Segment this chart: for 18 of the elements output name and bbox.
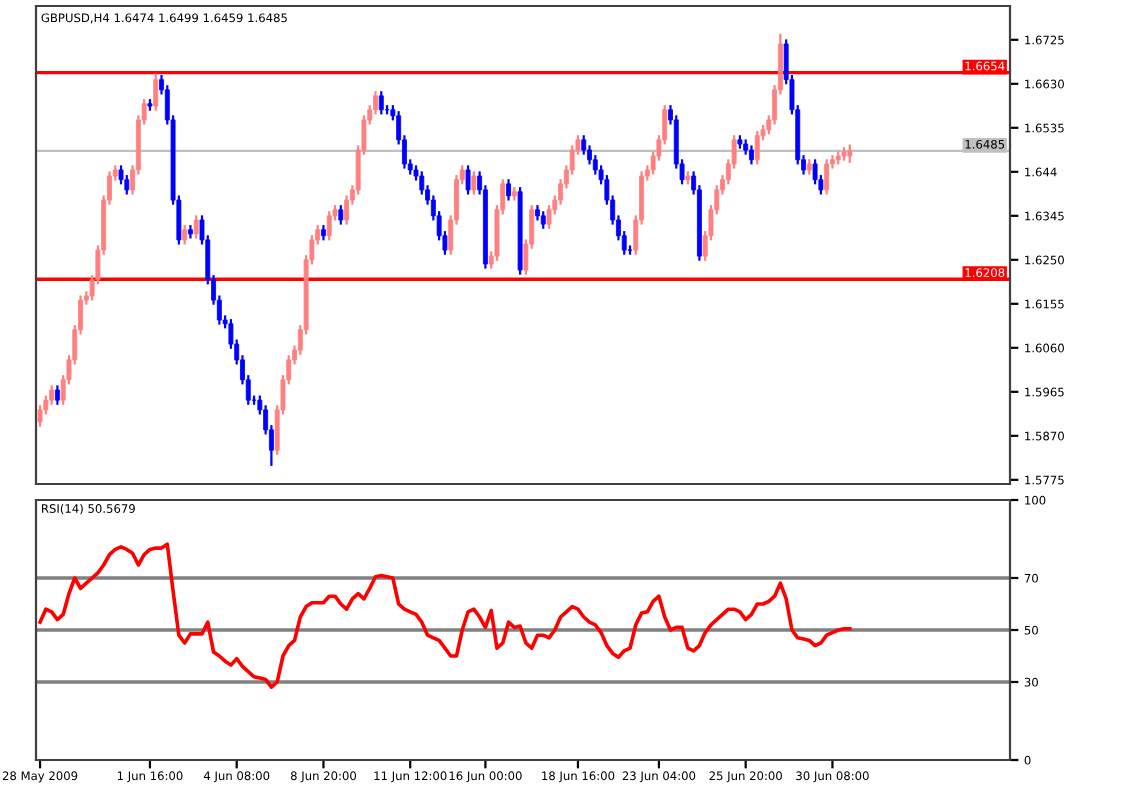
candlestick [581, 134, 587, 156]
candlestick [54, 384, 60, 406]
candlestick [506, 178, 511, 202]
candlestick [847, 143, 853, 165]
candlestick [124, 173, 130, 196]
candlestick [471, 170, 477, 196]
candlestick [749, 144, 754, 166]
candlestick [153, 72, 159, 112]
candlestick [754, 129, 760, 166]
candlestick [182, 223, 188, 246]
candlestick [824, 158, 830, 196]
candlestick [465, 164, 471, 196]
candlestick [37, 404, 43, 428]
line-series [38, 542, 852, 690]
candlestick [326, 210, 332, 242]
candlestick [378, 90, 384, 116]
candlestick [338, 204, 344, 226]
candlestick [193, 214, 199, 240]
